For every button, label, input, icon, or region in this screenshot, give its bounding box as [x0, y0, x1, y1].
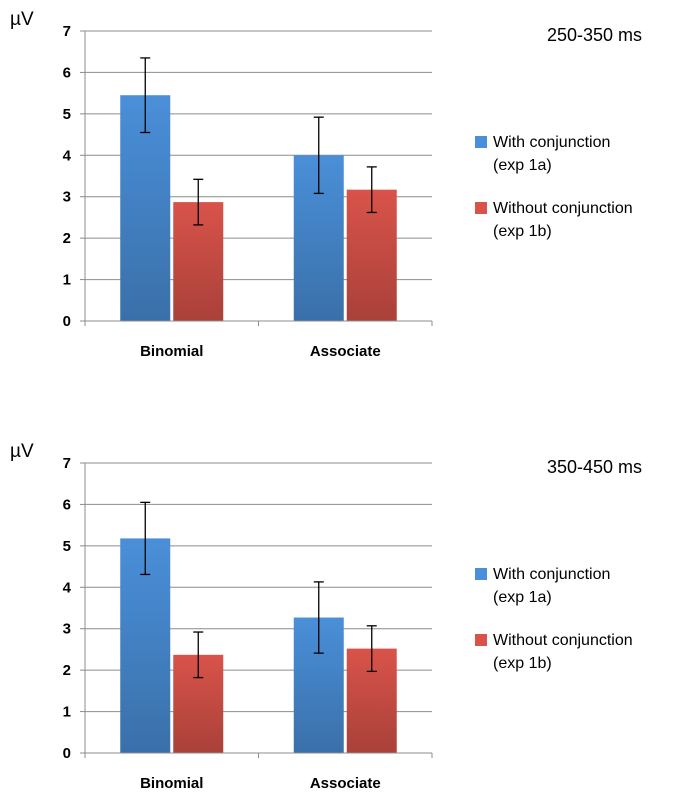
x-tick-label: Associate: [310, 775, 381, 792]
y-tick-label: 2: [63, 662, 71, 679]
axes: [80, 30, 433, 326]
legend-swatch: [475, 634, 487, 646]
legend-swatch: [475, 202, 487, 214]
x-tick-label: Associate: [310, 343, 381, 360]
legend-label-line2: (exp 1b): [493, 655, 552, 672]
legend-label: With conjunction: [493, 134, 610, 151]
legend-label: Without conjunction: [493, 632, 633, 649]
x-tick-label: Binomial: [140, 775, 203, 792]
y-tick-label: 1: [63, 704, 71, 721]
y-axis-label: µV: [10, 441, 34, 462]
chart-title: 350-450 ms: [547, 457, 642, 477]
legend-label-line2: (exp 1b): [493, 223, 552, 240]
legend-label: With conjunction: [493, 566, 610, 583]
legend: With conjunction (exp 1a) Without conjunct…: [475, 134, 633, 240]
y-tick-label: 1: [63, 272, 71, 289]
legend-swatch: [475, 136, 487, 148]
legend-swatch: [475, 568, 487, 580]
y-tick-label: 6: [63, 496, 71, 513]
chart-250-350: 0 1 2 3 4 5 6 7 Binomial Associate µV 250-350 ms Wi…: [10, 9, 642, 360]
bars: [120, 57, 397, 321]
y-tick-label: 7: [63, 455, 71, 472]
y-tick-label: 4: [63, 147, 72, 164]
y-tick-label: 2: [63, 230, 71, 247]
y-tick-label: 6: [63, 64, 71, 81]
y-tick-label: 3: [63, 189, 71, 206]
y-tick-label: 5: [63, 106, 71, 123]
y-axis-label: µV: [10, 9, 34, 30]
y-tick-label: 4: [63, 579, 72, 596]
axes: [80, 462, 433, 758]
y-tick-label: 0: [63, 313, 71, 330]
labels: 0 1 2 3 4 5 6 7 Binomial Associate µV 250-350 ms: [10, 9, 642, 360]
y-tick-label: 0: [63, 745, 71, 762]
bars: [120, 501, 397, 753]
legend: With conjunction (exp 1a) Without conjunct…: [475, 566, 633, 672]
legend-label-line2: (exp 1a): [493, 157, 552, 174]
y-tick-label: 5: [63, 538, 71, 555]
x-tick-label: Binomial: [140, 343, 203, 360]
legend-label-line2: (exp 1a): [493, 589, 552, 606]
labels: 0 1 2 3 4 5 6 7 Binomial Associate µV 350-450 ms: [10, 441, 642, 792]
chart-350-450: 0 1 2 3 4 5 6 7 Binomial Associate µV 350-450 ms Wi…: [10, 441, 642, 792]
chart-title: 250-350 ms: [547, 25, 642, 45]
y-tick-label: 7: [63, 23, 71, 40]
y-tick-label: 3: [63, 621, 71, 638]
legend-label: Without conjunction: [493, 200, 633, 217]
